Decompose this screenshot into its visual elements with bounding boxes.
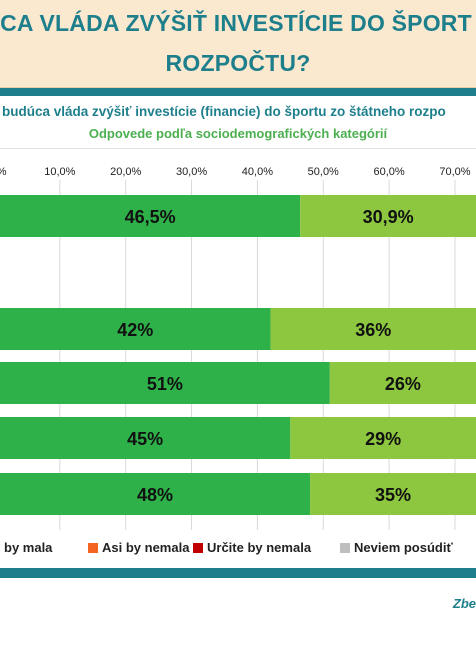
legend-label: Neviem posúdiť bbox=[354, 540, 453, 555]
bar-segment bbox=[310, 473, 476, 515]
data-label: 36% bbox=[355, 320, 391, 340]
chart-subtitle: Odpovede podľa sociodemografických kateg… bbox=[88, 126, 388, 141]
bar-segment bbox=[290, 417, 476, 459]
x-tick-label: 40,0% bbox=[241, 166, 273, 178]
data-label: 48% bbox=[137, 485, 173, 505]
legend-label: by mala bbox=[4, 540, 53, 555]
chart-title-line2: ROZPOČTU? bbox=[165, 50, 311, 76]
footer-text: Zbe bbox=[452, 596, 476, 611]
bottom-divider bbox=[0, 568, 476, 578]
data-label: 42% bbox=[117, 320, 153, 340]
data-label: 35% bbox=[375, 485, 411, 505]
legend-label: Určite by nemala bbox=[207, 540, 312, 555]
bar-segment bbox=[329, 362, 476, 404]
chart-question: budúca vláda zvýšiť investície (financie… bbox=[2, 104, 446, 119]
legend-item: Asi by nemala bbox=[88, 540, 189, 555]
bar-segment bbox=[0, 195, 301, 237]
title-banner: CA VLÁDA ZVÝŠIŤ INVESTÍCIE DO ŠPORT ROZP… bbox=[0, 0, 476, 88]
bar-segment bbox=[270, 308, 476, 350]
data-label: 29% bbox=[365, 429, 401, 449]
data-label: 51% bbox=[147, 374, 183, 394]
x-tick-label: 0,0% bbox=[0, 166, 7, 178]
bar-segment bbox=[300, 195, 476, 237]
stacked-bar-chart: 46,5% 30,9% 42% 36% 51% 26% 45% 29% 48% 35% bbox=[0, 180, 476, 530]
title-divider bbox=[0, 88, 476, 96]
bar-segment bbox=[0, 473, 311, 515]
legend: by mala Asi by nemala Určite by nemala Nevi… bbox=[0, 540, 476, 560]
legend-swatch bbox=[88, 542, 98, 553]
x-tick-label: 10,0% bbox=[44, 166, 76, 178]
data-label: 26% bbox=[385, 374, 421, 394]
data-label: 46,5% bbox=[125, 207, 176, 227]
legend-swatch bbox=[193, 542, 203, 553]
bar-segment bbox=[0, 417, 291, 459]
data-label: 45% bbox=[127, 429, 163, 449]
legend-item: Určite by nemala bbox=[193, 540, 311, 555]
chart-title-line1: CA VLÁDA ZVÝŠIŤ INVESTÍCIE DO ŠPORT bbox=[0, 10, 472, 36]
legend-item: by mala bbox=[4, 540, 52, 555]
x-tick-label: 50,0% bbox=[307, 166, 339, 178]
legend-label: Asi by nemala bbox=[102, 540, 190, 555]
x-tick-label: 30,0% bbox=[175, 166, 208, 178]
x-tick-label: 70,0% bbox=[439, 166, 471, 178]
legend-swatch bbox=[340, 542, 350, 553]
data-label: 30,9% bbox=[363, 207, 414, 227]
bar-segment bbox=[0, 308, 271, 350]
legend-item: Neviem posúdiť bbox=[340, 540, 453, 555]
x-tick-label: 20,0% bbox=[110, 166, 142, 178]
subtitle-box: budúca vláda zvýšiť investície (financie… bbox=[0, 96, 476, 149]
bar-segment bbox=[0, 362, 330, 404]
x-tick-label: 60,0% bbox=[373, 166, 405, 178]
